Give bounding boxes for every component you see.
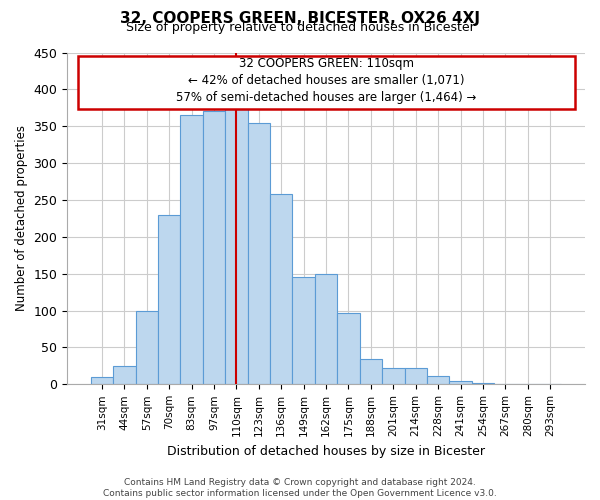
Text: Size of property relative to detached houses in Bicester: Size of property relative to detached ho…	[125, 21, 475, 34]
Bar	[136, 310, 158, 384]
Bar	[248, 122, 270, 384]
Text: 32, COOPERS GREEN, BICESTER, OX26 4XJ: 32, COOPERS GREEN, BICESTER, OX26 4XJ	[120, 11, 480, 26]
Text: 32 COOPERS GREEN: 110sqm: 32 COOPERS GREEN: 110sqm	[239, 58, 413, 70]
Bar	[77, 56, 575, 109]
Bar	[337, 313, 360, 384]
Bar	[113, 366, 136, 384]
Text: ← 42% of detached houses are smaller (1,071): ← 42% of detached houses are smaller (1,…	[188, 74, 464, 87]
Bar	[472, 383, 494, 384]
Bar	[225, 108, 248, 384]
Bar	[270, 194, 292, 384]
Bar	[449, 382, 472, 384]
Bar	[158, 214, 181, 384]
Bar	[91, 377, 113, 384]
Bar	[181, 115, 203, 384]
Bar	[315, 274, 337, 384]
Bar	[292, 278, 315, 384]
Bar	[203, 112, 225, 384]
Bar	[382, 368, 404, 384]
Y-axis label: Number of detached properties: Number of detached properties	[15, 126, 28, 312]
Text: Contains HM Land Registry data © Crown copyright and database right 2024.
Contai: Contains HM Land Registry data © Crown c…	[103, 478, 497, 498]
Text: 57% of semi-detached houses are larger (1,464) →: 57% of semi-detached houses are larger (…	[176, 90, 476, 104]
X-axis label: Distribution of detached houses by size in Bicester: Distribution of detached houses by size …	[167, 444, 485, 458]
Bar	[360, 358, 382, 384]
Bar	[404, 368, 427, 384]
Bar	[427, 376, 449, 384]
